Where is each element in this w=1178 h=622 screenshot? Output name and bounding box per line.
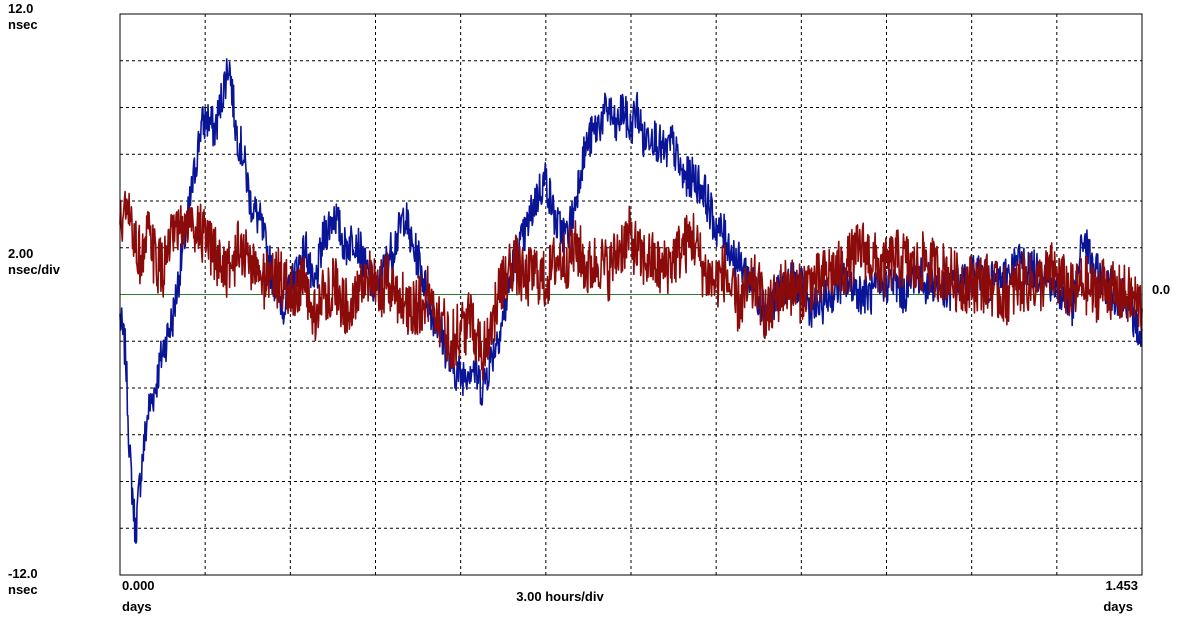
x-start-label: 0.000 <box>122 578 155 593</box>
grid <box>120 14 1142 575</box>
y-top-unit: nsec <box>8 17 38 32</box>
series-layer <box>119 58 1143 544</box>
x-scale-label: 3.00 hours/div <box>516 589 604 604</box>
plot-frame <box>119 13 1143 576</box>
zero-reference-label: 0.0 <box>1152 282 1170 297</box>
y-bottom-label: -12.0 <box>8 566 38 581</box>
y-scale-unit: nsec/div <box>8 262 61 277</box>
x-end-label: 1.453 <box>1105 578 1138 593</box>
x-start-unit: days <box>122 599 152 614</box>
series-line-2 <box>119 190 1143 381</box>
y-bottom-unit: nsec <box>8 582 38 597</box>
y-top-label: 12.0 <box>8 1 33 16</box>
y-scale-label: 2.00 <box>8 246 33 261</box>
x-end-unit: days <box>1103 599 1133 614</box>
